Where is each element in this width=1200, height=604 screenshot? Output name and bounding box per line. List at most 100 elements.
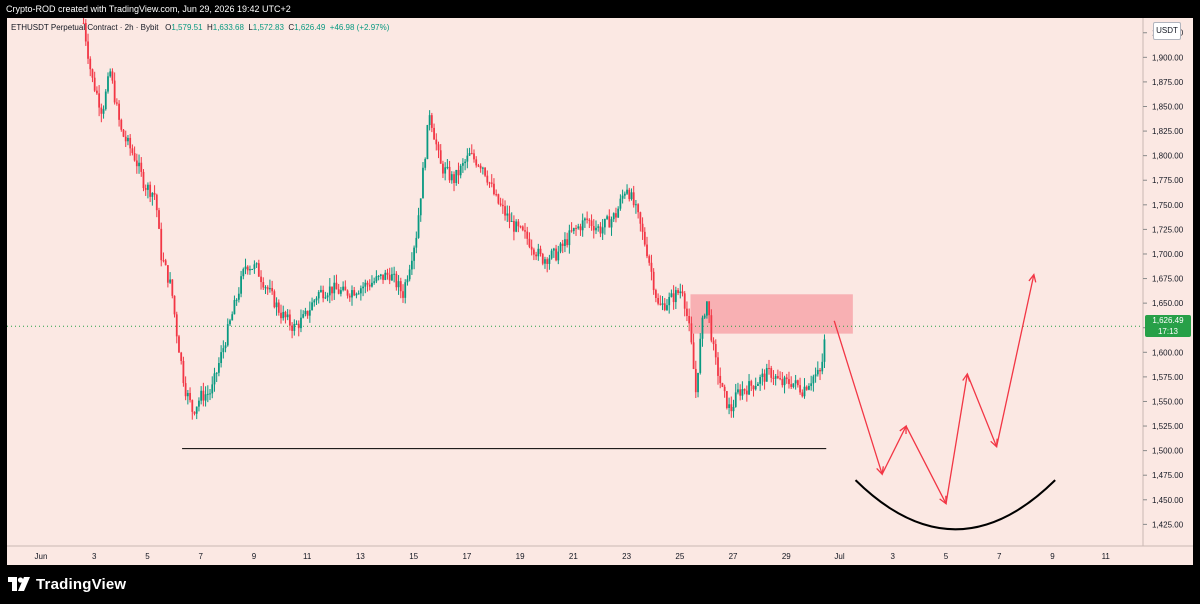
y-tick-label: 1,850.00 [1152, 102, 1184, 111]
candle-body [754, 385, 757, 390]
x-tick-label: 3 [92, 552, 97, 561]
candle-body [821, 361, 824, 372]
candle-body [213, 373, 216, 385]
candle-body [206, 393, 209, 395]
candle-body [745, 390, 748, 395]
candle-body [147, 184, 149, 190]
high-value: 1,633.68 [212, 23, 244, 32]
x-tick-label: 5 [145, 552, 150, 561]
candle-body [386, 272, 389, 275]
tradingview-logo-icon [8, 577, 30, 591]
candle-body [171, 279, 174, 296]
x-tick-label: 15 [409, 552, 418, 561]
candle-body [209, 393, 211, 395]
chart-panel[interactable]: 1,425.00 1,450.00 1,475.00 1,500.00 1,525.00… [7, 18, 1193, 565]
y-tick-label: 1,750.00 [1152, 201, 1184, 210]
candle-body [646, 244, 648, 257]
y-tick-label: 1,875.00 [1152, 78, 1184, 87]
candle-body [153, 192, 156, 195]
candle-body [95, 90, 98, 94]
x-tick-label: 25 [675, 552, 684, 561]
attribution-text: Crypto-ROD created with TradingView.com,… [6, 4, 291, 14]
candle-body [162, 260, 165, 262]
candle-body [477, 165, 480, 167]
candle-body [231, 314, 234, 321]
candle-body [592, 226, 595, 231]
candle-body [732, 406, 735, 412]
candle-body [796, 380, 799, 386]
candle-body [138, 162, 140, 167]
candle-body [410, 260, 413, 270]
candle-body [200, 390, 203, 401]
tradingview-logo[interactable]: TradingView [8, 574, 126, 594]
candle-body [459, 165, 462, 176]
candle-body [701, 317, 704, 339]
candle-body [479, 165, 482, 169]
candle-body [464, 161, 467, 164]
candle-body [397, 281, 400, 288]
candle-body [100, 107, 103, 114]
candle-body [335, 282, 338, 290]
candle-body [104, 91, 107, 110]
candle-body [149, 184, 152, 197]
candle-body [748, 381, 750, 395]
candle-body [537, 248, 540, 257]
candle-body [300, 317, 302, 329]
candle-body [235, 299, 238, 301]
candle-body [182, 360, 185, 384]
candle-body [246, 266, 249, 271]
candle-body [484, 167, 486, 176]
candle-body [561, 243, 564, 246]
candle-body [402, 291, 404, 298]
x-tick-label: Jul [834, 552, 844, 561]
candle-body [688, 316, 691, 324]
candle-body [770, 368, 773, 378]
candle-body [133, 153, 136, 161]
candle-body [575, 227, 577, 229]
y-tick-label: 1,500.00 [1152, 447, 1184, 456]
candle-body [663, 303, 666, 310]
candle-body [690, 323, 693, 343]
candle-body [249, 269, 251, 271]
candle-body [544, 259, 546, 264]
candle-body [391, 274, 393, 281]
candle-body [255, 263, 258, 265]
candle-body [158, 210, 160, 229]
y-tick-label: 1,550.00 [1152, 397, 1184, 406]
candle-body [668, 296, 671, 306]
candle-body [408, 269, 411, 280]
low-label: L [248, 23, 253, 32]
candle-body [115, 102, 118, 104]
candle-body [82, 22, 85, 24]
candle-body [166, 265, 169, 283]
candle-body [814, 374, 817, 377]
candle-body [442, 163, 444, 174]
candle-body [328, 286, 331, 296]
candle-body [654, 290, 657, 298]
candle-body [610, 219, 613, 228]
candle-body [366, 282, 369, 285]
candle-body [586, 218, 589, 220]
candle-body [699, 338, 702, 373]
candle-body [734, 392, 737, 407]
candle-body [324, 297, 327, 299]
candle-body [508, 213, 511, 222]
candle-body [204, 394, 207, 401]
candle-body [579, 226, 582, 231]
candle-body [774, 376, 777, 379]
candle-body [546, 259, 549, 264]
candle-body [322, 289, 325, 299]
candle-body [198, 400, 200, 407]
currency-selector[interactable]: USDT [1153, 22, 1181, 40]
last-price-value: 1,626.49 [1152, 316, 1184, 326]
candle-body [98, 93, 101, 108]
attribution-bar: Crypto-ROD created with TradingView.com,… [0, 0, 1200, 18]
candle-body [588, 219, 591, 221]
candle-body [406, 279, 409, 283]
candle-body [539, 248, 542, 254]
candle-body [122, 129, 125, 137]
candle-body [202, 390, 205, 401]
candle-body [621, 195, 624, 199]
price-chart[interactable]: 1,425.00 1,450.00 1,475.00 1,500.00 1,525.00… [7, 18, 1193, 565]
candle-body [517, 221, 520, 227]
